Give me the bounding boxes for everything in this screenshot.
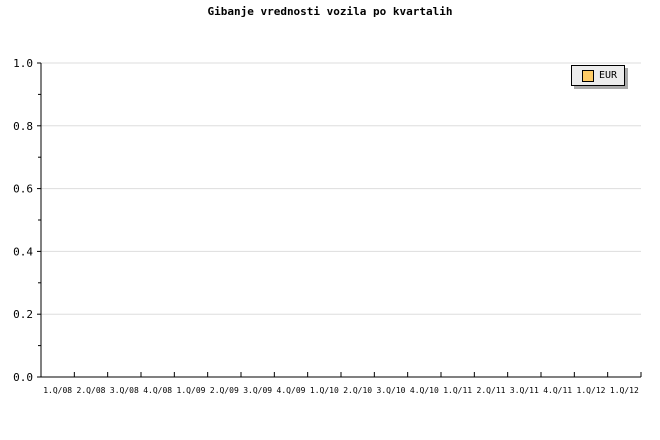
x-tick-label: 1.Q/12 [577,386,606,395]
x-tick-label: 3.Q/09 [243,386,272,395]
x-tick-label: 4.Q/09 [277,386,306,395]
x-tick-label: 1.Q/10 [310,386,339,395]
x-tick-label: 2.Q/11 [477,386,506,395]
x-tick-label: 1.Q/11 [443,386,472,395]
y-tick-label: 0.8 [13,120,33,133]
legend: EUR [571,65,625,86]
x-tick-label: 4.Q/11 [543,386,572,395]
x-tick-label: 3.Q/08 [110,386,139,395]
y-tick-label: 0.4 [13,245,33,258]
chart-title: Gibanje vrednosti vozila po kvartalih [207,5,453,18]
legend-label: EUR [599,70,618,81]
y-tick-label: 0.0 [13,371,33,384]
y-tick-label: 1.0 [13,57,33,70]
x-tick-label: 1.Q/12 [610,386,639,395]
x-tick-label: 3.Q/11 [510,386,539,395]
x-tick-label: 1.Q/08 [43,386,72,395]
y-tick-label: 0.2 [13,308,33,321]
x-tick-label: 2.Q/09 [210,386,239,395]
y-tick-label: 0.6 [13,183,33,196]
x-tick-label: 3.Q/10 [377,386,406,395]
x-tick-label: 1.Q/09 [177,386,206,395]
x-tick-label: 2.Q/08 [77,386,106,395]
x-tick-label: 4.Q/10 [410,386,439,395]
x-tick-label: 4.Q/08 [143,386,172,395]
legend-swatch-eur [582,69,594,82]
x-tick-label: 2.Q/10 [343,386,372,395]
